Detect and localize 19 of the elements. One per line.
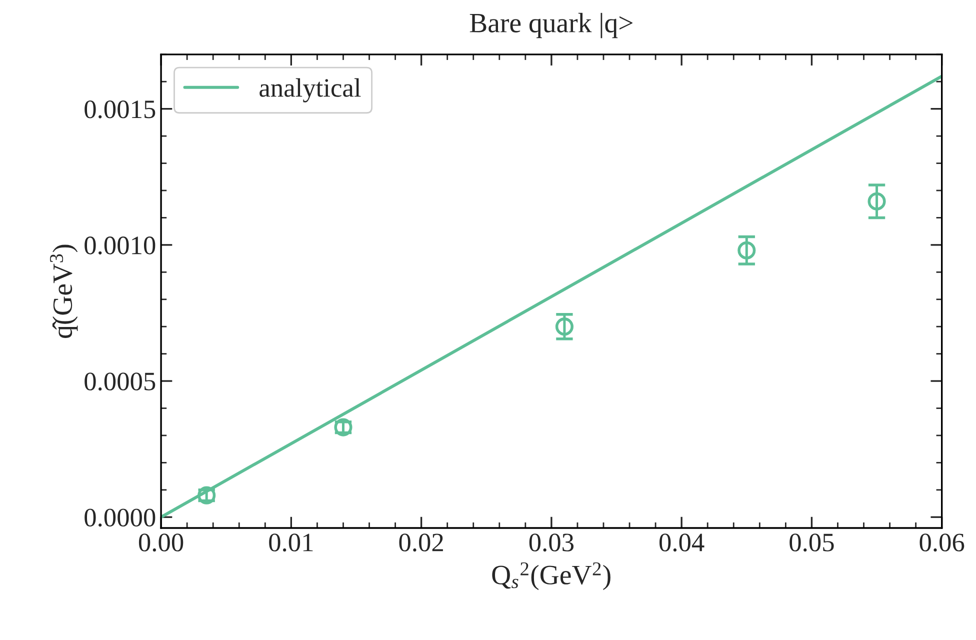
x-tick-label: 0.05 (790, 534, 834, 552)
y-tick-label: 0.0010 (84, 236, 156, 254)
x-tick-label: 0.04 (659, 534, 704, 552)
chart-title: Bare quark |q> (470, 12, 632, 38)
y-tick-label: 0.0015 (84, 100, 156, 118)
x-tick-label: 0.03 (529, 534, 574, 552)
x-axis-title: Q$_{s}$$^{2}$(GeV$^{2}$) (492, 562, 610, 590)
point (738, 241, 756, 260)
x-tick-label: 0.00 (138, 534, 184, 552)
y-tick-label: 0.0005 (84, 372, 156, 391)
point (868, 192, 886, 210)
x-tick-label: 0.06 (920, 534, 964, 552)
point (555, 318, 574, 336)
legend-label: analytical (260, 78, 361, 102)
y-axis-title: q̂(GeV$^{3}$) (50, 244, 78, 338)
x-tick-label: 0.02 (399, 534, 443, 552)
y-tick-label: 0.0000 (84, 508, 156, 527)
x-tick-label: 0.01 (269, 534, 313, 552)
point (198, 486, 216, 504)
